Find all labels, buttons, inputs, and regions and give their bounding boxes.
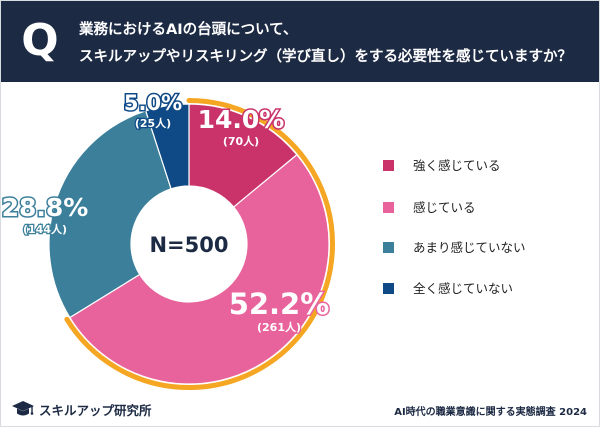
legend-label: あまり感じていない	[413, 240, 526, 255]
legend-label: 全く感じていない	[413, 281, 514, 296]
percent-label-3: 5.0%	[124, 91, 182, 115]
question-line-1: 業務におけるAIの台頭について、	[79, 22, 298, 38]
question-mark-icon: Q	[21, 15, 59, 66]
donut-chart-area: N=500 14.0% (70人) 52.2% (261人) 28.8% (144人) 5.0…	[1, 82, 599, 394]
percent-label-1: 52.2%	[229, 287, 330, 321]
legend-swatch	[383, 242, 394, 253]
legend-swatch	[383, 202, 394, 213]
brand-name: スキルアップ研究所	[39, 403, 152, 418]
legend-label: 感じている	[413, 200, 476, 215]
footer: スキルアップ研究所 AI時代の職業意識に関する実態調査 2024	[1, 394, 599, 426]
agree-highlight-arc	[64, 98, 335, 390]
donut-chart: N=500 14.0%(70人) 52.2%(261人) 28.8%(144人) 5.0…	[1, 90, 335, 390]
donut-slice-3	[144, 103, 190, 190]
percent-label-0: 14.0%	[198, 105, 285, 134]
graduation-cap-logo-icon	[12, 401, 34, 416]
survey-source: AI時代の職業意識に関する実態調査 2024	[394, 407, 587, 418]
count-label-3: (25人)	[135, 116, 171, 130]
center-sample-size: N=500	[149, 233, 228, 257]
count-label-1: (261人)	[257, 320, 301, 334]
donut-slice-2	[48, 110, 172, 319]
legend-swatch	[383, 283, 394, 294]
question-line-2: スキルアップやリスキリング（学び直し）をする必要性を感じていますか？	[79, 49, 572, 65]
donut-slice-1	[69, 153, 330, 385]
question-header: Q 業務におけるAIの台頭について、 スキルアップやリスキリング（学び直し）をす…	[1, 1, 599, 82]
count-label-0: (70人)	[223, 134, 259, 148]
legend-swatch	[383, 160, 394, 171]
percent-label-2: 28.8%	[2, 193, 89, 222]
legend-label: 強く感じている	[413, 158, 501, 173]
count-label-2: (144人)	[23, 222, 67, 236]
